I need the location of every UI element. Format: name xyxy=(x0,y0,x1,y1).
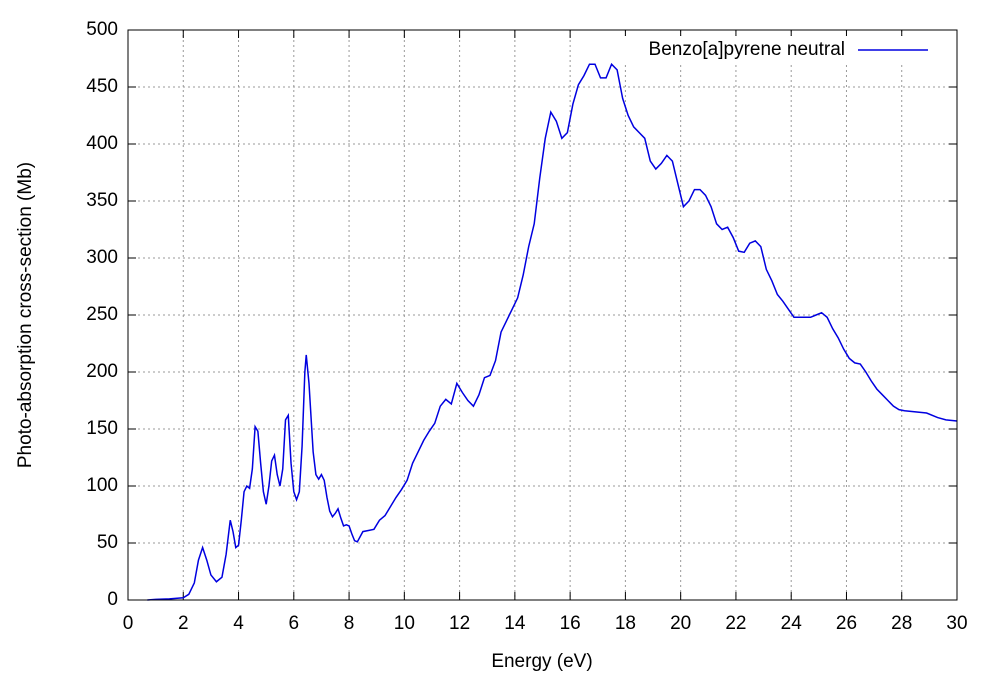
y-tick-label: 200 xyxy=(86,361,118,382)
plot-frame xyxy=(127,29,958,601)
x-tick-label: 24 xyxy=(781,613,803,634)
x-tick-label: 6 xyxy=(289,613,300,634)
x-tick-label: 4 xyxy=(233,613,244,634)
y-tick-label: 50 xyxy=(97,532,118,553)
x-tick-label: 16 xyxy=(560,613,581,634)
x-axis-label: Energy (eV) xyxy=(491,651,592,672)
y-tick-label: 150 xyxy=(86,418,118,439)
y-tick-label: 300 xyxy=(86,247,118,268)
data-line xyxy=(147,62,958,601)
y-tick-label: 450 xyxy=(86,76,118,97)
y-tick-label: 350 xyxy=(86,190,118,211)
legend-label: Benzo[a]pyrene neutral xyxy=(649,39,845,60)
x-tick-label: 30 xyxy=(946,613,967,634)
y-tick-label: 500 xyxy=(86,19,118,40)
y-tick-label: 250 xyxy=(86,304,118,325)
y-tick-label: 400 xyxy=(86,133,118,154)
y-tick-label: 100 xyxy=(86,475,118,496)
y-tick-label: 0 xyxy=(107,589,118,610)
x-tick-label: 18 xyxy=(615,613,636,634)
x-tick-label: 10 xyxy=(394,613,415,634)
x-tick-label: 8 xyxy=(344,613,355,634)
x-tick-label: 12 xyxy=(449,613,470,634)
y-axis-label: Photo-absorption cross-section (Mb) xyxy=(15,162,36,468)
x-tick-label: 26 xyxy=(836,613,857,634)
x-tick-label: 14 xyxy=(504,613,526,634)
x-tick-label: 2 xyxy=(178,613,189,634)
x-tick-label: 20 xyxy=(670,613,691,634)
x-tick-label: 28 xyxy=(891,613,912,634)
x-tick-label: 0 xyxy=(123,613,134,634)
x-tick-label: 22 xyxy=(725,613,746,634)
